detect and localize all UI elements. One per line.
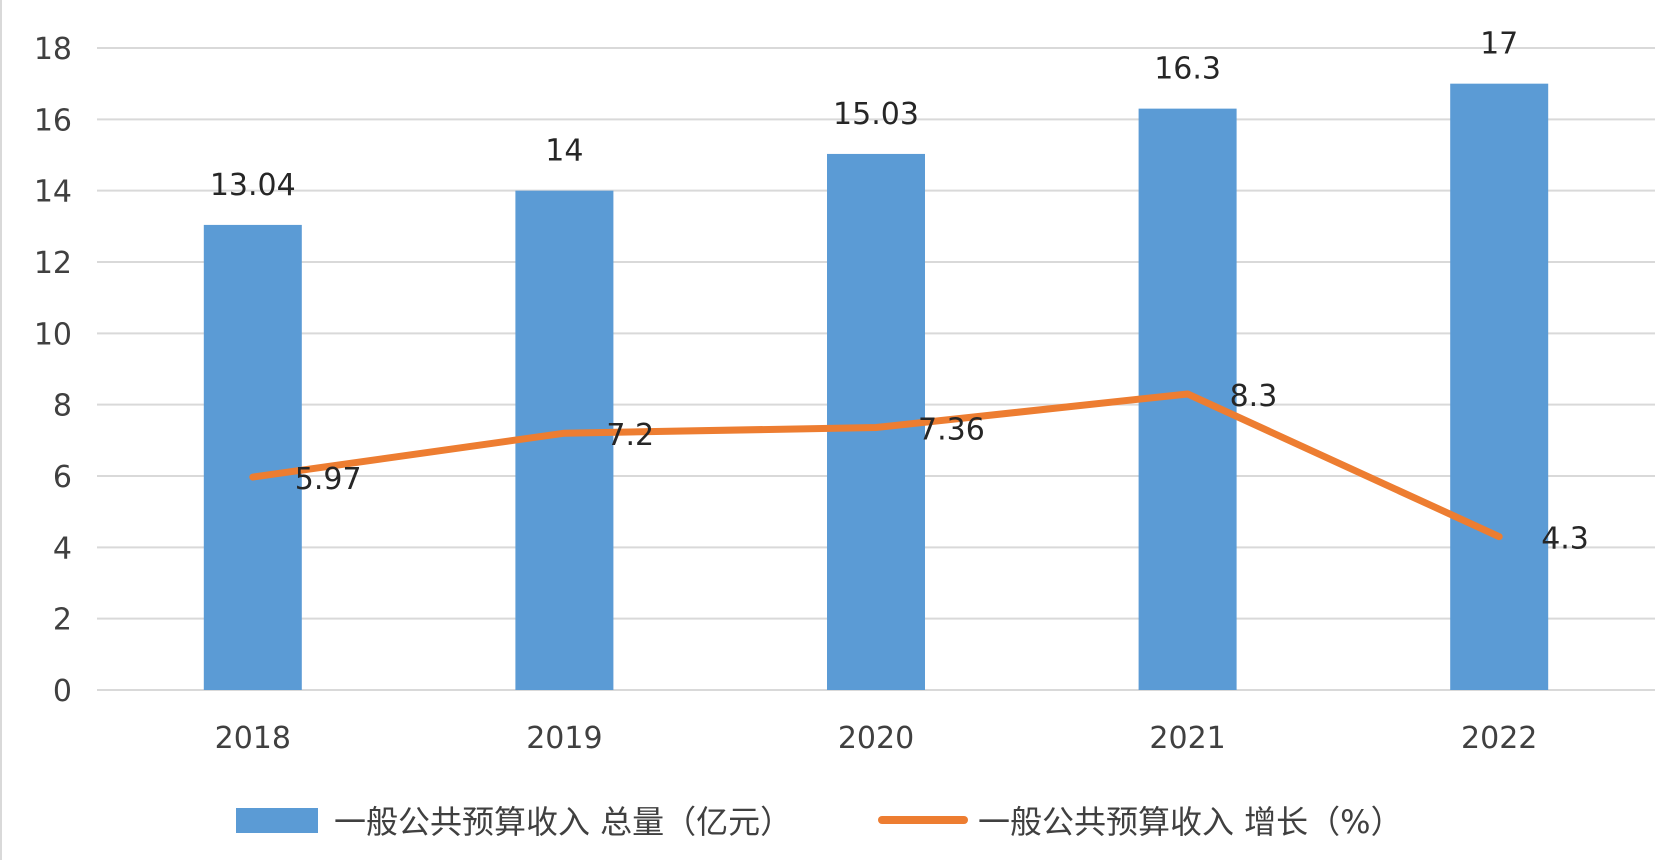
line-label-2019: 7.2 xyxy=(606,418,654,453)
legend: 一般公共预算收入 总量（亿元） 一般公共预算收入 增长（%） xyxy=(236,803,1403,841)
bar-data-labels: 13.04 14 15.03 16.3 17 xyxy=(210,27,1518,203)
bar-label-2022: 17 xyxy=(1480,27,1518,62)
y-tick-label-6: 6 xyxy=(53,460,72,495)
y-tick-label-0: 0 xyxy=(53,674,72,709)
x-tick-label-2020: 2020 xyxy=(838,721,914,756)
y-tick-label-8: 8 xyxy=(53,389,72,424)
bar-label-2020: 15.03 xyxy=(833,97,919,132)
x-tick-label-2018: 2018 xyxy=(215,721,291,756)
y-tick-label-18: 18 xyxy=(34,32,72,67)
bar-label-2021: 16.3 xyxy=(1154,52,1221,87)
legend-swatch-bar xyxy=(236,808,318,833)
line-label-2022: 4.3 xyxy=(1541,522,1589,557)
line-label-2020: 7.36 xyxy=(918,412,985,447)
bar-2018 xyxy=(203,224,302,690)
legend-label-line: 一般公共预算收入 增长（%） xyxy=(978,803,1403,841)
bar-label-2019: 14 xyxy=(545,134,583,169)
y-tick-label-12: 12 xyxy=(34,246,72,281)
line-data-labels: 5.97 7.2 7.36 8.3 4.3 xyxy=(295,379,1589,557)
bar-label-2018: 13.04 xyxy=(210,168,296,203)
line-label-2021: 8.3 xyxy=(1230,379,1278,414)
bar-2022 xyxy=(1450,83,1549,690)
line-series xyxy=(249,390,1503,541)
bar-series xyxy=(203,83,1549,691)
x-tick-label-2019: 2019 xyxy=(526,721,602,756)
line-label-2018: 5.97 xyxy=(295,462,362,497)
x-tick-label-2022: 2022 xyxy=(1461,721,1537,756)
y-axis: 0 2 4 6 8 10 12 14 16 18 xyxy=(34,32,72,709)
x-axis: 2018 2019 2020 2021 2022 xyxy=(215,721,1538,756)
y-tick-label-10: 10 xyxy=(34,317,72,352)
y-tick-label-16: 16 xyxy=(34,103,72,138)
y-tick-label-4: 4 xyxy=(53,531,72,566)
legend-label-bar: 一般公共预算收入 总量（亿元） xyxy=(334,803,792,841)
y-tick-label-2: 2 xyxy=(53,603,72,638)
x-tick-label-2021: 2021 xyxy=(1149,721,1225,756)
y-tick-label-14: 14 xyxy=(34,175,72,210)
